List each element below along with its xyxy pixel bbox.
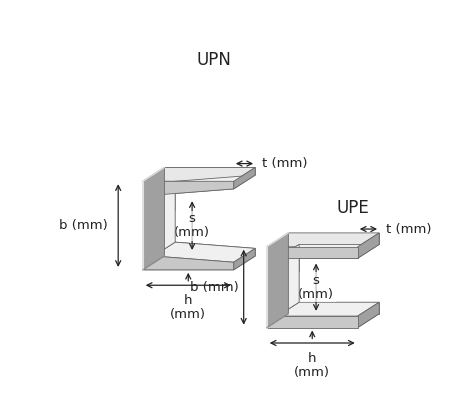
Polygon shape	[143, 168, 164, 270]
Polygon shape	[267, 233, 288, 328]
Polygon shape	[234, 168, 255, 189]
Polygon shape	[154, 242, 255, 262]
Polygon shape	[267, 314, 379, 328]
Text: b (mm): b (mm)	[59, 219, 108, 232]
Polygon shape	[164, 168, 255, 256]
Text: t (mm): t (mm)	[262, 157, 308, 170]
Text: h
(mm): h (mm)	[294, 352, 330, 379]
Polygon shape	[143, 181, 234, 270]
Polygon shape	[267, 233, 379, 247]
Polygon shape	[358, 233, 379, 258]
Polygon shape	[234, 248, 255, 270]
Polygon shape	[154, 181, 175, 256]
Text: b (mm): b (mm)	[191, 281, 239, 294]
Polygon shape	[358, 302, 379, 328]
Polygon shape	[143, 256, 255, 270]
Text: UPE: UPE	[337, 199, 369, 217]
Polygon shape	[278, 244, 299, 316]
Polygon shape	[154, 175, 255, 195]
Text: h
(mm): h (mm)	[170, 294, 206, 321]
Text: t (mm): t (mm)	[386, 223, 432, 236]
Text: UPN: UPN	[197, 51, 232, 69]
Polygon shape	[278, 244, 379, 258]
Text: s
(mm): s (mm)	[174, 212, 210, 239]
Polygon shape	[288, 233, 379, 314]
Polygon shape	[143, 168, 255, 181]
Polygon shape	[278, 302, 379, 316]
Polygon shape	[267, 247, 358, 328]
Text: s
(mm): s (mm)	[298, 274, 334, 301]
